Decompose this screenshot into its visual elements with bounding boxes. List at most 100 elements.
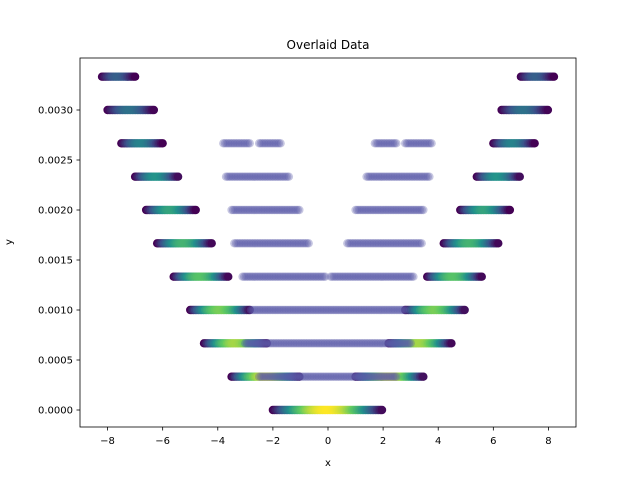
data-point	[382, 172, 391, 181]
data-point	[230, 205, 240, 215]
data-point	[253, 205, 263, 215]
data-point	[375, 172, 384, 181]
data-point	[316, 272, 325, 281]
data-point	[301, 239, 310, 248]
data-point	[380, 372, 389, 381]
data-point	[354, 205, 364, 215]
data-point	[337, 372, 346, 381]
data-point	[242, 139, 251, 148]
data-point	[402, 172, 411, 181]
data-point	[262, 205, 271, 215]
data-point	[368, 172, 378, 181]
data-point	[372, 172, 381, 181]
data-point	[397, 305, 406, 315]
data-point	[375, 372, 384, 381]
data-point	[359, 205, 369, 215]
data-point	[229, 139, 238, 148]
data-point	[367, 305, 376, 315]
y-axis-ticks: 0.0000 0.0005 0.0010 0.0015 0.0020 0.0025 0.00…	[38, 106, 80, 417]
data-point	[354, 272, 364, 281]
data-point	[370, 339, 379, 348]
data-point	[394, 272, 403, 281]
data-point	[383, 339, 392, 348]
data-point	[348, 239, 357, 248]
data-point	[362, 372, 371, 381]
data-point	[351, 339, 361, 348]
data-point	[232, 139, 241, 148]
data-point	[370, 139, 380, 148]
data-point	[343, 239, 352, 248]
data-point	[158, 139, 167, 148]
data-point	[321, 305, 330, 315]
data-point	[338, 339, 348, 348]
data-point	[248, 239, 257, 248]
data-point	[365, 172, 375, 181]
data-point	[369, 239, 378, 248]
data-point	[420, 172, 429, 181]
data-point	[312, 372, 322, 381]
x-tick-label: 0	[325, 436, 331, 447]
data-point	[348, 272, 357, 281]
data-point	[220, 139, 230, 148]
data-point	[314, 305, 323, 315]
data-point	[240, 239, 249, 248]
data-point	[284, 372, 294, 381]
data-point	[331, 272, 340, 281]
data-point	[364, 305, 373, 315]
data-point	[279, 272, 289, 281]
data-point	[267, 339, 276, 348]
data-point	[191, 205, 200, 215]
data-point	[420, 139, 430, 148]
data-point	[397, 239, 407, 248]
x-tick-label: −8	[100, 436, 115, 447]
data-point	[393, 172, 403, 181]
data-point	[297, 272, 307, 281]
data-point	[266, 139, 275, 148]
data-point	[317, 272, 327, 281]
data-point	[287, 305, 297, 315]
data-point	[250, 205, 259, 215]
data-point	[385, 372, 394, 381]
data-point	[256, 139, 265, 148]
data-point	[410, 205, 420, 215]
data-point	[373, 172, 383, 181]
data-point	[342, 305, 351, 315]
data-point	[286, 272, 295, 281]
data-point	[374, 239, 383, 248]
data-point	[357, 272, 367, 281]
data-point	[254, 139, 264, 148]
data-point	[327, 339, 336, 348]
data-point	[249, 272, 259, 281]
data-point	[387, 305, 396, 315]
data-point	[251, 172, 260, 181]
data-point	[357, 305, 366, 315]
data-point	[241, 272, 251, 281]
data-point	[335, 339, 344, 348]
data-point	[350, 372, 360, 381]
data-point	[246, 239, 256, 248]
data-point	[399, 339, 409, 348]
data-point	[319, 305, 328, 315]
data-point	[338, 272, 347, 281]
data-point	[378, 372, 388, 381]
data-point	[515, 172, 524, 181]
data-point	[364, 239, 373, 248]
data-point	[311, 272, 320, 281]
data-point	[275, 205, 284, 215]
data-point	[409, 205, 418, 215]
x-tick-label: 6	[490, 436, 496, 447]
data-point	[477, 272, 486, 281]
data-point	[242, 339, 252, 348]
data-point	[291, 305, 300, 315]
data-point	[353, 239, 362, 248]
data-point	[422, 139, 431, 148]
data-point	[382, 372, 391, 381]
data-point	[362, 172, 371, 181]
data-point	[377, 139, 386, 148]
data-point	[415, 172, 424, 181]
data-point	[261, 172, 270, 181]
data-point	[287, 372, 297, 381]
data-point	[364, 272, 373, 281]
data-point	[409, 139, 418, 148]
data-point	[281, 272, 290, 281]
